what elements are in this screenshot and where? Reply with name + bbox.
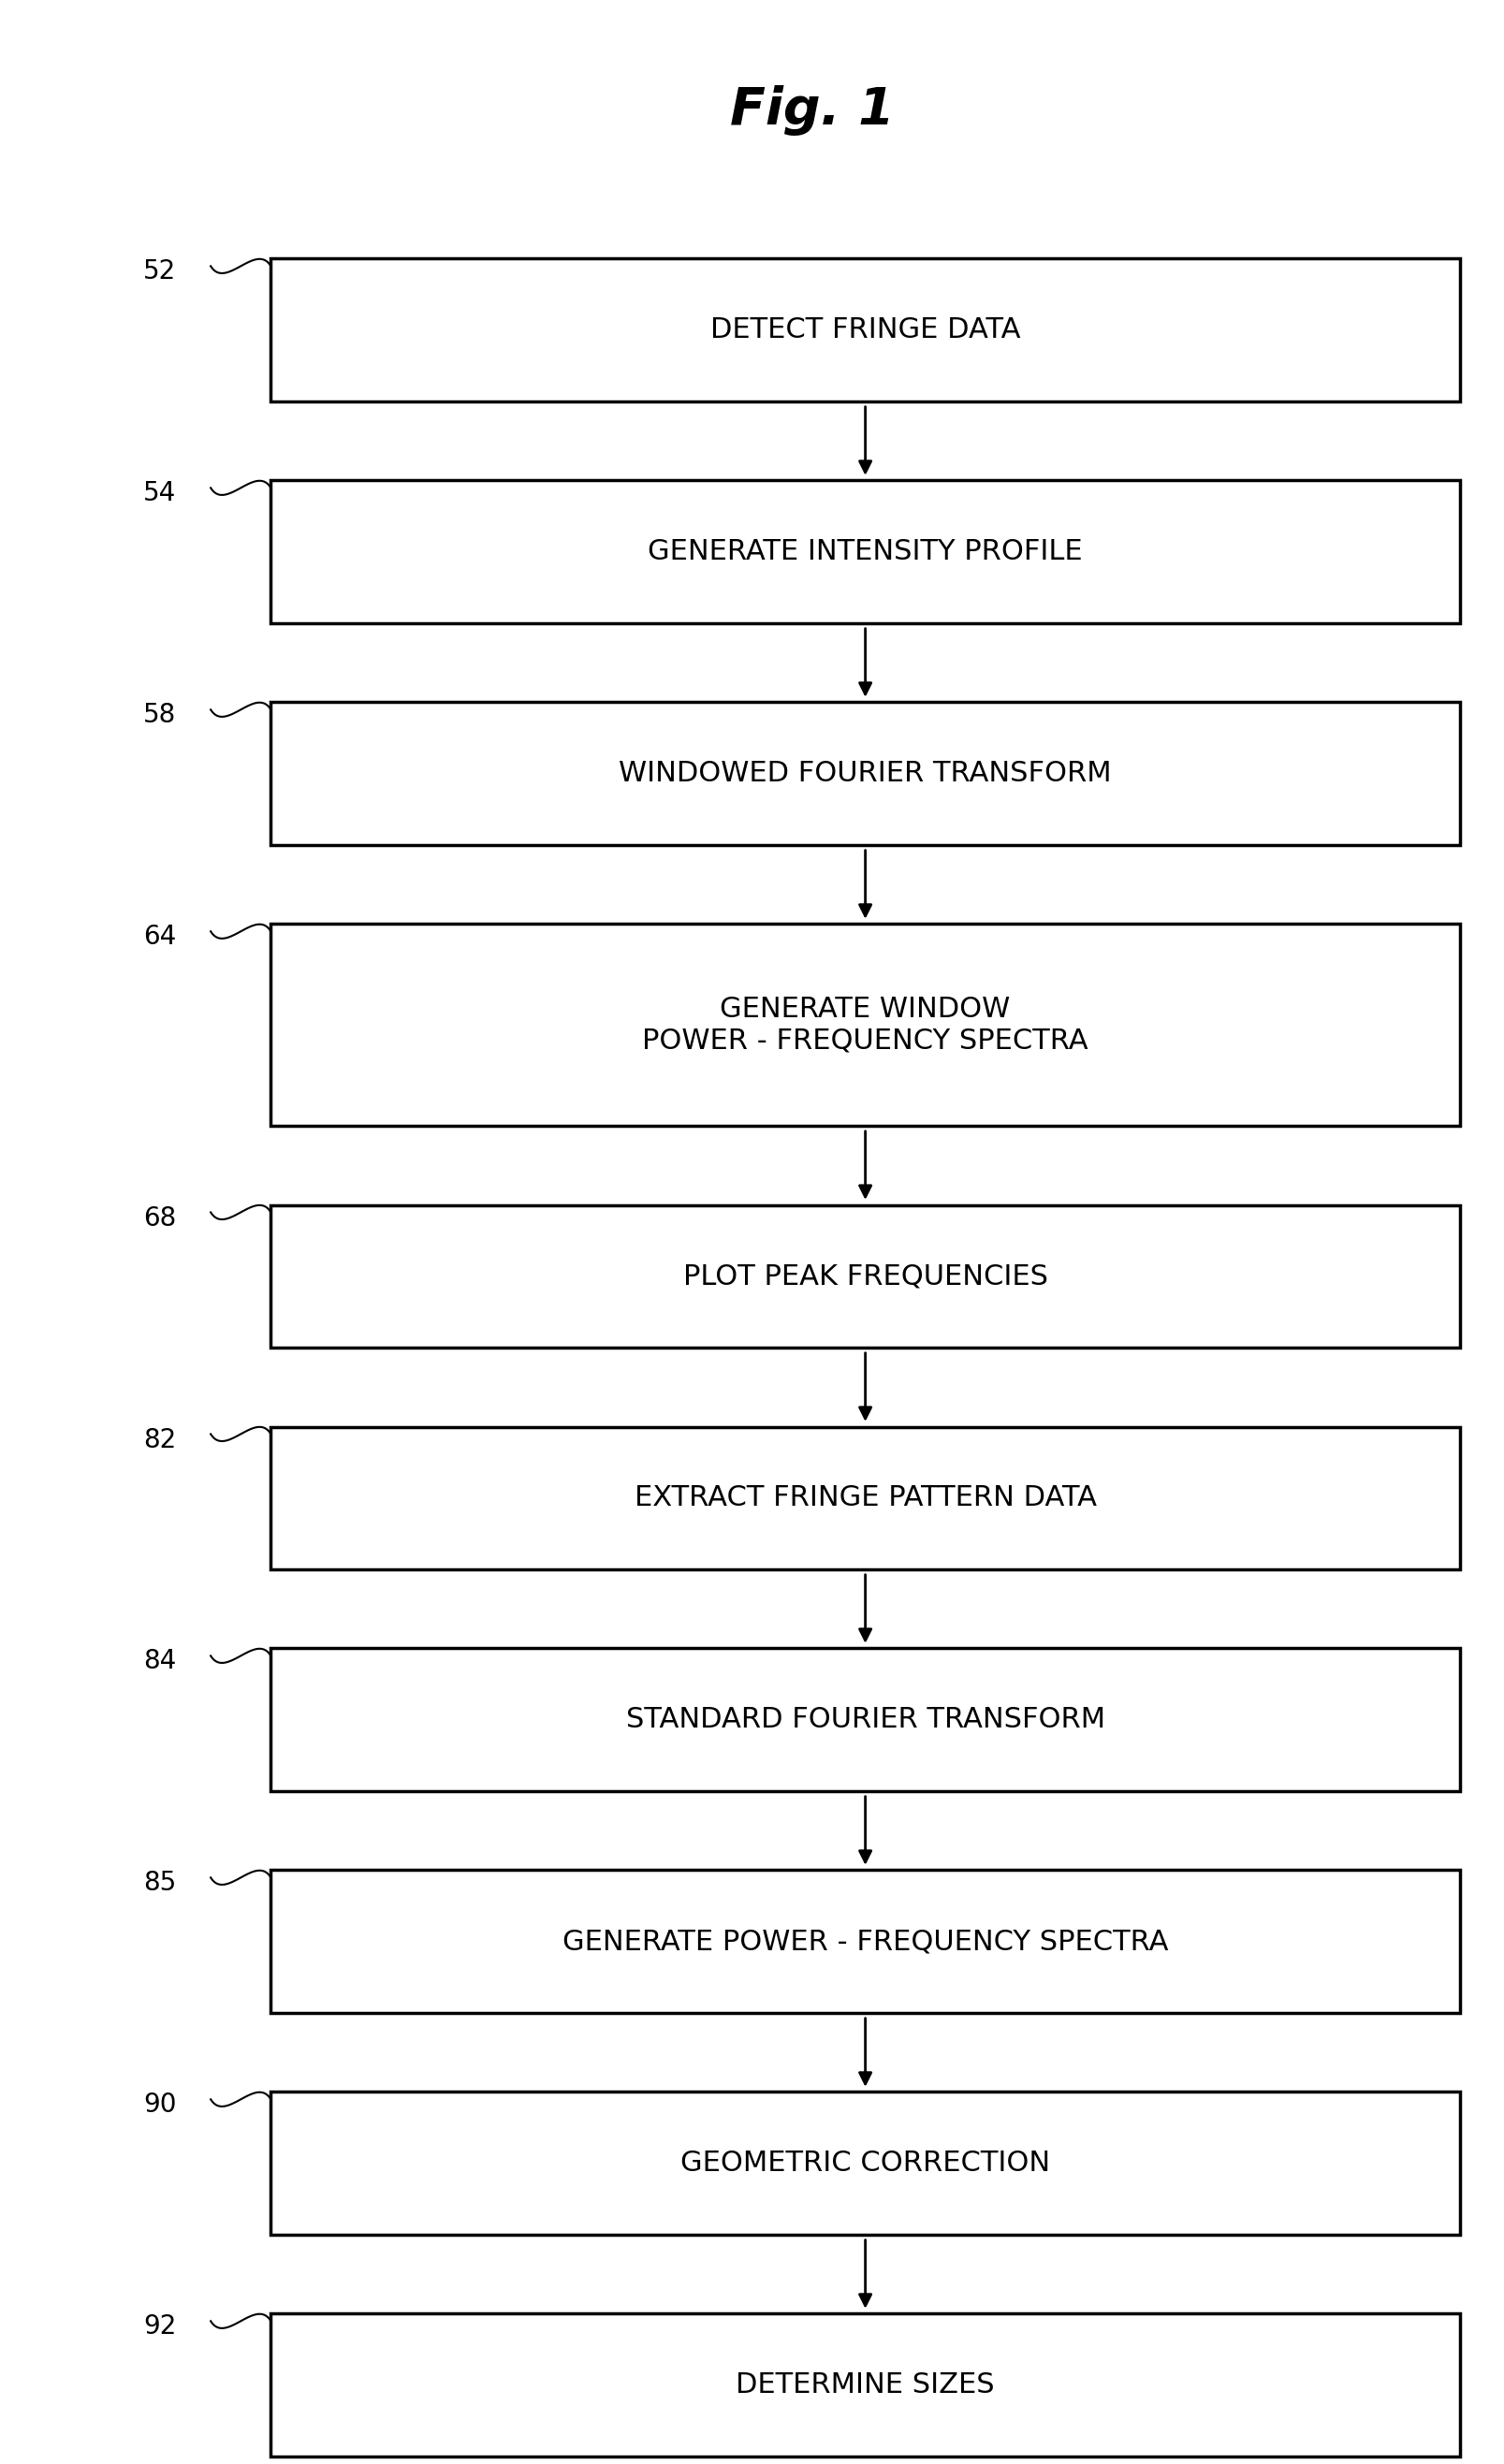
Text: 84: 84 bbox=[143, 1648, 176, 1676]
Bar bbox=[271, 2314, 1459, 2457]
Bar bbox=[271, 480, 1459, 623]
Text: WINDOWED FOURIER TRANSFORM: WINDOWED FOURIER TRANSFORM bbox=[618, 759, 1111, 788]
Text: GENERATE POWER - FREQUENCY SPECTRA: GENERATE POWER - FREQUENCY SPECTRA bbox=[562, 1927, 1167, 1956]
Bar bbox=[271, 1870, 1459, 2013]
Text: 90: 90 bbox=[143, 2092, 176, 2119]
Text: Fig. 1: Fig. 1 bbox=[729, 86, 895, 136]
Text: STANDARD FOURIER TRANSFORM: STANDARD FOURIER TRANSFORM bbox=[626, 1705, 1104, 1735]
Text: DETERMINE SIZES: DETERMINE SIZES bbox=[735, 2370, 994, 2400]
Text: 92: 92 bbox=[143, 2314, 176, 2341]
Text: DETECT FRINGE DATA: DETECT FRINGE DATA bbox=[710, 315, 1020, 345]
Text: 85: 85 bbox=[143, 1870, 176, 1897]
Text: 82: 82 bbox=[143, 1427, 176, 1454]
Bar bbox=[271, 1205, 1459, 1348]
Text: GENERATE INTENSITY PROFILE: GENERATE INTENSITY PROFILE bbox=[648, 537, 1081, 567]
Bar bbox=[271, 2092, 1459, 2235]
Bar bbox=[271, 1648, 1459, 1791]
Bar bbox=[271, 702, 1459, 845]
Bar bbox=[271, 1427, 1459, 1570]
Text: 52: 52 bbox=[143, 259, 176, 286]
Text: 58: 58 bbox=[143, 702, 176, 729]
Text: 64: 64 bbox=[143, 924, 176, 951]
Bar bbox=[271, 924, 1459, 1126]
Text: 68: 68 bbox=[143, 1205, 176, 1232]
Text: GEOMETRIC CORRECTION: GEOMETRIC CORRECTION bbox=[680, 2149, 1050, 2178]
Text: EXTRACT FRINGE PATTERN DATA: EXTRACT FRINGE PATTERN DATA bbox=[633, 1483, 1096, 1513]
Text: 54: 54 bbox=[143, 480, 176, 508]
Text: PLOT PEAK FREQUENCIES: PLOT PEAK FREQUENCIES bbox=[683, 1262, 1047, 1291]
Text: GENERATE WINDOW
POWER - FREQUENCY SPECTRA: GENERATE WINDOW POWER - FREQUENCY SPECTR… bbox=[642, 995, 1087, 1055]
Bar bbox=[271, 259, 1459, 402]
